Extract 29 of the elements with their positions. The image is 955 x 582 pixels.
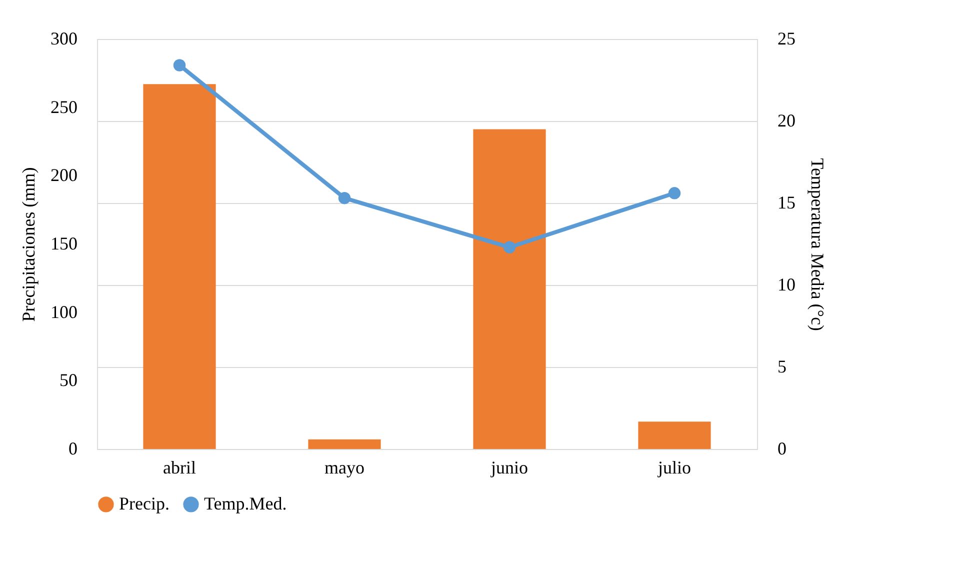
bar bbox=[473, 129, 546, 449]
y-tick-label: 50 bbox=[60, 370, 78, 390]
legend-label: Temp.Med. bbox=[204, 493, 287, 514]
y-tick-label: 200 bbox=[50, 165, 78, 186]
y-tick-label: 0 bbox=[68, 438, 78, 458]
y-tick-label: 150 bbox=[50, 234, 78, 254]
x-tick-label: julio bbox=[656, 458, 692, 478]
y2-tick-label: 5 bbox=[778, 356, 786, 376]
y-axis-title: Precipitaciones (mm) bbox=[18, 167, 38, 322]
y2-tick-label: 20 bbox=[778, 110, 796, 130]
x-tick-label: abril bbox=[163, 458, 196, 478]
y2-axis-title: Temperatura Media (°c) bbox=[808, 158, 828, 331]
point bbox=[173, 59, 186, 72]
y2-tick-label: 15 bbox=[778, 192, 796, 212]
y2-tick-label: 10 bbox=[778, 274, 796, 294]
point bbox=[503, 241, 516, 254]
x-tick-label: mayo bbox=[324, 458, 364, 478]
y2-tick-label: 25 bbox=[778, 28, 796, 48]
y-tick-label: 300 bbox=[50, 28, 78, 48]
y-tick-label: 100 bbox=[50, 302, 78, 322]
bar bbox=[638, 422, 711, 449]
y2-tick-label: 0 bbox=[778, 438, 786, 458]
bar bbox=[308, 439, 381, 449]
point bbox=[668, 187, 681, 200]
point bbox=[338, 192, 351, 204]
x-tick-label: junio bbox=[490, 458, 528, 478]
bar bbox=[143, 84, 216, 449]
y-tick-label: 250 bbox=[50, 96, 78, 117]
legend-label: Precip. bbox=[119, 493, 170, 514]
